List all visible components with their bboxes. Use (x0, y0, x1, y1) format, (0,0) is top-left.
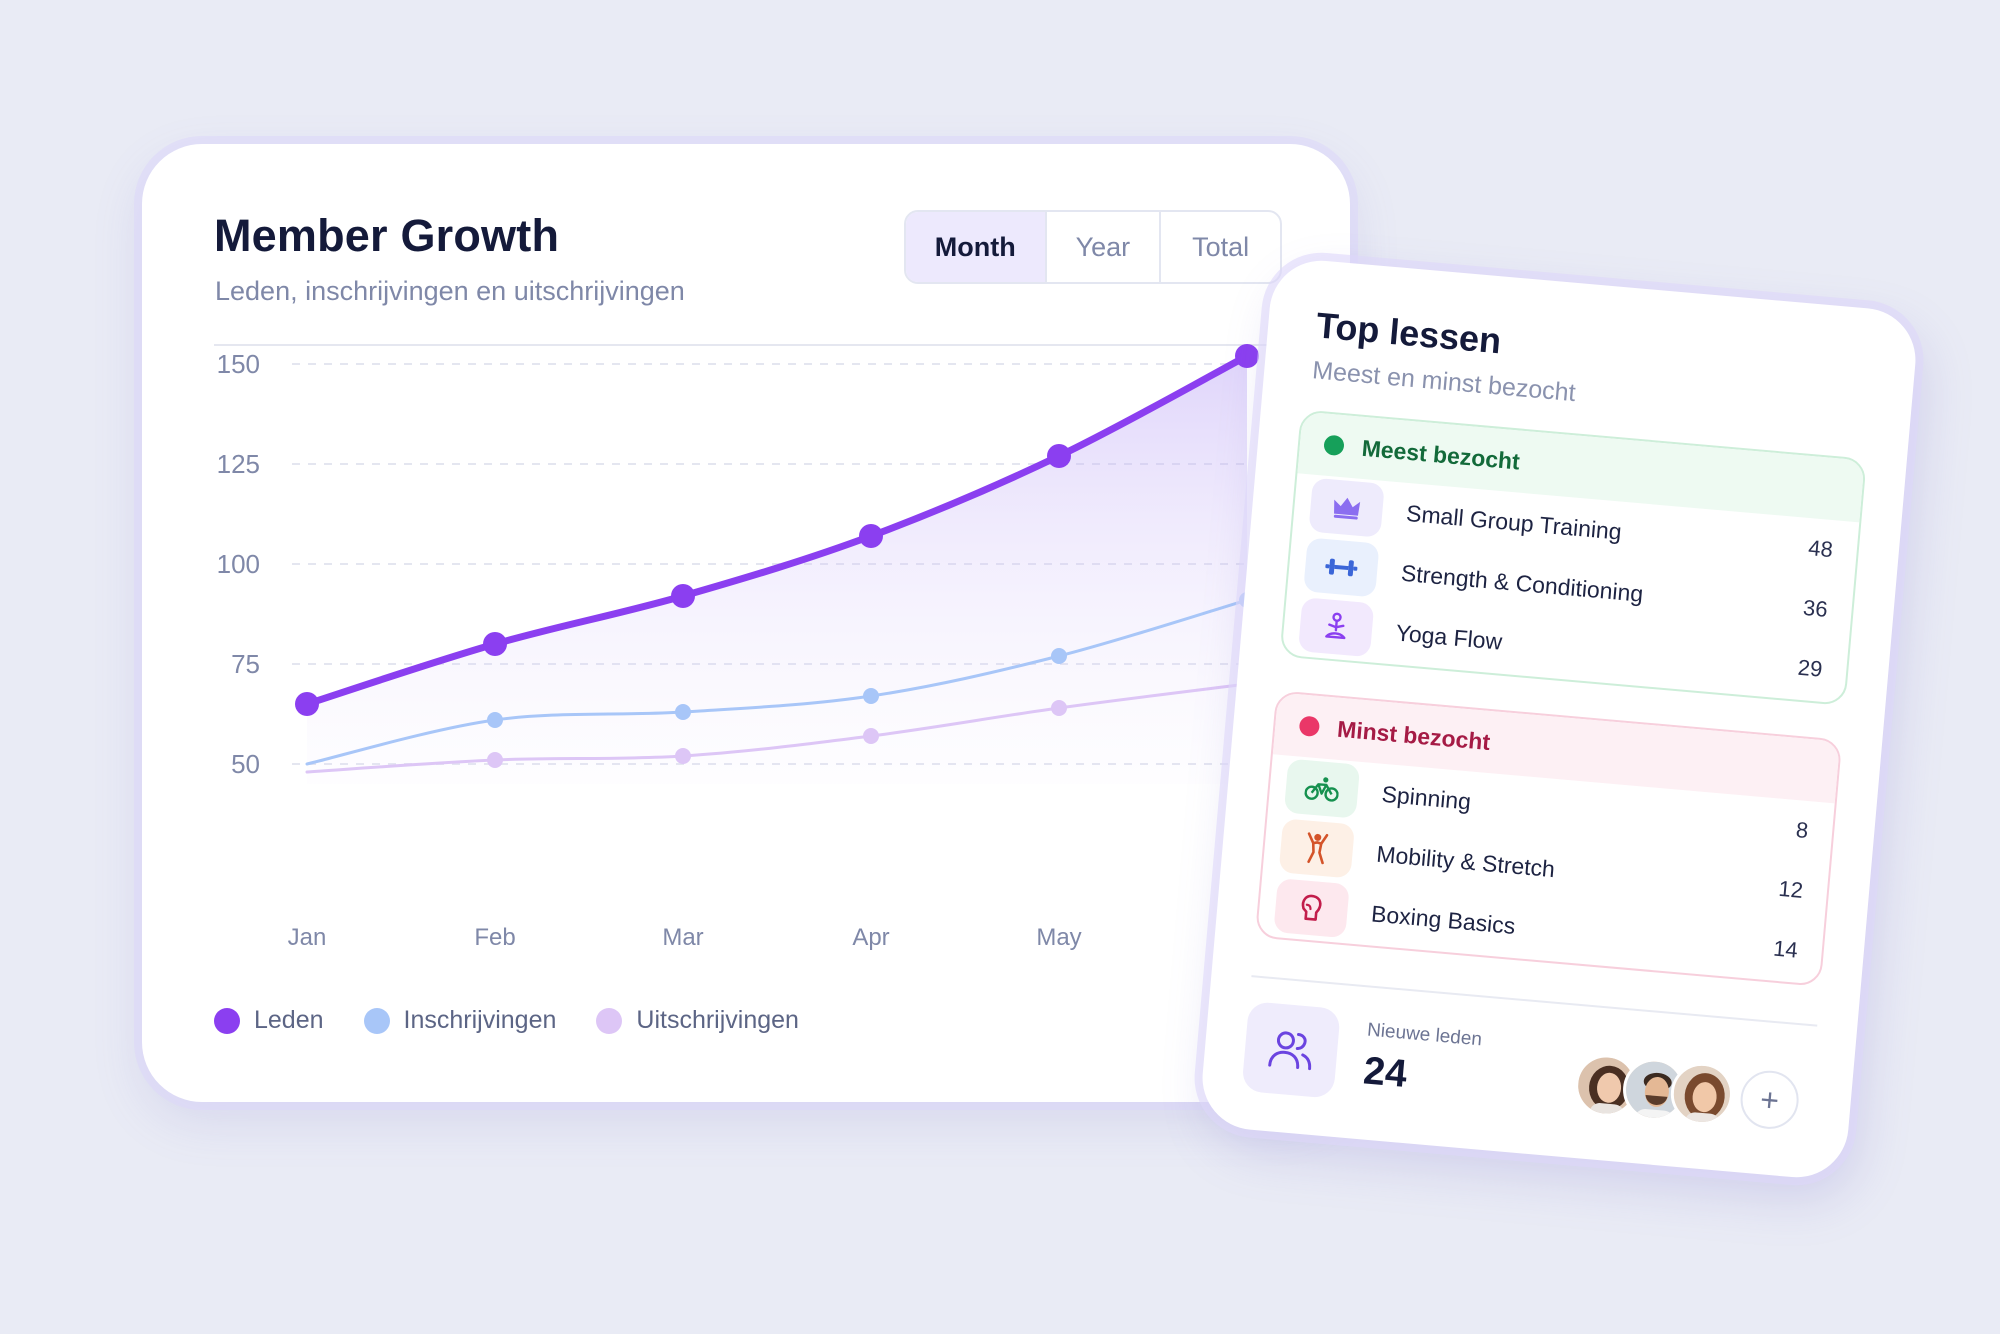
crown-icon (1308, 477, 1385, 538)
period-segmented-control: Month Year Total (904, 210, 1282, 284)
data-point-leden[interactable] (483, 632, 507, 656)
legend-label: Inschrijvingen (403, 1006, 557, 1034)
dumbbell-icon (1303, 537, 1380, 598)
least-visited-label: Minst bezocht (1336, 715, 1492, 755)
add-member-button[interactable]: + (1738, 1068, 1802, 1132)
y-tick-label: 75 (231, 649, 260, 679)
series-line-leden (303, 352, 1251, 708)
avatar[interactable] (1572, 1051, 1640, 1120)
y-tick-label: 50 (231, 749, 260, 779)
green-status-dot (1323, 434, 1345, 457)
chart-legend: Leden Inschrijvingen Uitschrijvingen (214, 1006, 799, 1035)
tab-total[interactable]: Total (1192, 231, 1250, 262)
data-point-leden[interactable] (1235, 344, 1259, 368)
member-avatars: + (1572, 1051, 1802, 1133)
bicycle-icon (1283, 758, 1361, 819)
member-growth-chart: 1501251007550JanFebMarAprMayJun (217, 344, 1266, 951)
list-item[interactable]: Yoga Flow 29 (1282, 593, 1849, 702)
tab-month[interactable]: Month (906, 212, 1047, 282)
data-point-leden[interactable] (1047, 444, 1071, 468)
list-item[interactable]: Spinning 8 (1268, 754, 1835, 863)
data-point-uitschrijvingen[interactable] (1051, 700, 1067, 716)
x-tick-label: Mar (662, 924, 703, 951)
yoga-icon (1297, 597, 1375, 658)
new-members-label: Nieuwe leden (1366, 1019, 1483, 1051)
boxing-glove-icon (1273, 878, 1350, 939)
legend-item-uitschrijvingen[interactable]: Uitschrijvingen (596, 1006, 799, 1035)
lesson-count: 48 (1807, 535, 1834, 563)
data-point-inschrijvingen[interactable] (863, 688, 879, 704)
data-point-uitschrijvingen[interactable] (675, 748, 691, 764)
x-tick-label: May (1036, 924, 1081, 951)
data-point-inschrijvingen[interactable] (675, 704, 691, 720)
legend-dot-leden (214, 1007, 240, 1034)
top-lessons-card: Top lessen Meest en minst bezocht Meest … (1198, 256, 1920, 1182)
data-point-uitschrijvingen[interactable] (487, 752, 503, 768)
x-tick-label: Feb (474, 924, 515, 951)
red-status-dot (1298, 715, 1321, 738)
member-growth-card: Member Growth Leden, inschrijvingen en u… (142, 144, 1350, 1102)
data-point-leden[interactable] (859, 524, 883, 548)
data-point-uitschrijvingen[interactable] (863, 728, 879, 744)
list-item[interactable]: Small Group Training 48 (1292, 473, 1859, 582)
legend-label: Uitschrijvingen (636, 1006, 799, 1034)
avatar[interactable] (1620, 1056, 1688, 1124)
list-item[interactable]: Mobility & Stretch 12 (1262, 814, 1829, 923)
y-tick-label: 150 (217, 349, 260, 379)
legend-item-leden[interactable]: Leden (214, 1006, 324, 1035)
list-item[interactable]: Strength & Conditioning 36 (1287, 533, 1854, 642)
tab-year[interactable]: Year (1047, 212, 1162, 282)
lesson-count: 29 (1796, 654, 1824, 682)
most-visited-label: Meest bezocht (1360, 434, 1521, 475)
x-tick-label: Apr (852, 924, 889, 951)
lesson-count: 36 (1802, 594, 1829, 622)
legend-dot-inschrijvingen (363, 1007, 390, 1034)
lesson-count: 14 (1772, 935, 1799, 963)
legend-dot-uitschrijvingen (596, 1007, 623, 1034)
data-point-leden[interactable] (295, 692, 319, 716)
x-tick-label: Jan (288, 924, 327, 951)
header-divider (214, 344, 1282, 346)
users-icon (1241, 1001, 1341, 1099)
list-item[interactable]: Boxing Basics 14 (1257, 874, 1824, 983)
legend-label: Leden (254, 1006, 324, 1034)
data-point-inschrijvingen[interactable] (487, 712, 503, 728)
stretch-icon (1278, 818, 1356, 879)
series-line-uitschrijvingen (305, 682, 1249, 774)
chart-title: Member Growth (214, 210, 560, 261)
chart-subtitle: Leden, inschrijvingen en uitschrijvingen (215, 276, 685, 306)
new-members-count: 24 (1361, 1049, 1409, 1097)
most-visited-group: Meest bezocht Small Group Training 48 St… (1279, 409, 1867, 706)
y-tick-label: 100 (217, 549, 260, 579)
y-tick-label: 125 (217, 449, 260, 479)
lesson-count: 8 (1794, 817, 1810, 844)
series-line-inschrijvingen (305, 598, 1249, 766)
least-visited-group: Minst bezocht Spinning 8 Mobility & Stre… (1254, 690, 1843, 987)
legend-item-inschrijvingen[interactable]: Inschrijvingen (363, 1006, 557, 1035)
lesson-count: 12 (1777, 875, 1805, 903)
data-point-leden[interactable] (671, 584, 695, 608)
data-point-inschrijvingen[interactable] (1051, 648, 1067, 664)
top-lessons-subtitle: Meest en minst bezocht (1311, 356, 1577, 408)
top-lessons-title: Top lessen (1314, 304, 1503, 362)
